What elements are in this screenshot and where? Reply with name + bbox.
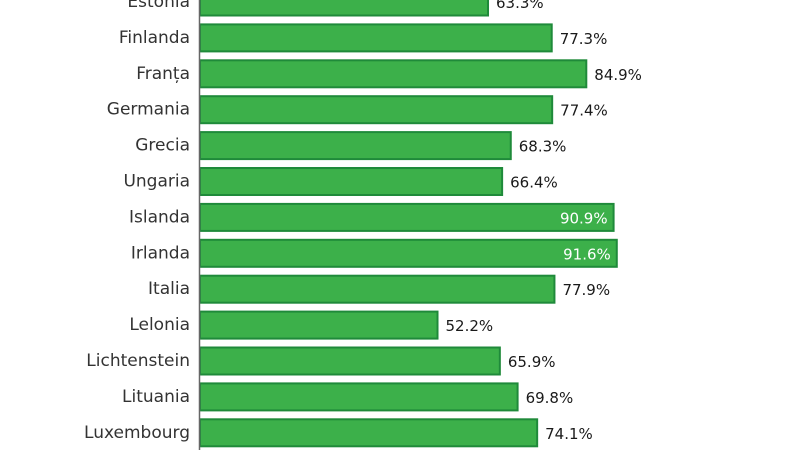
category-label: Islanda: [129, 207, 190, 227]
value-label: 91.6%: [563, 245, 611, 263]
labels-layer: Estonia 63.3% Finlanda 77.3% Franța 84.9% Germ…: [84, 0, 642, 443]
category-label: Germania: [107, 100, 190, 120]
category-label: Lituania: [122, 387, 190, 407]
bar-irlanda: [199, 238, 618, 268]
category-label: Franța: [136, 64, 190, 84]
bar-italia: [199, 274, 556, 304]
value-label: 65.9%: [508, 353, 556, 371]
category-label: Irlanda: [131, 243, 190, 263]
category-label: Grecia: [135, 136, 190, 156]
value-label: 63.3%: [496, 0, 544, 12]
value-label: 74.1%: [545, 425, 593, 443]
value-label: 66.4%: [510, 174, 558, 192]
category-label: Lelonia: [129, 315, 190, 335]
bar-lelonia: [199, 310, 439, 340]
bar-islanda: [199, 202, 615, 232]
category-label: Lichtenstein: [86, 351, 190, 371]
value-label: 84.9%: [594, 66, 642, 84]
value-label: 90.9%: [560, 209, 608, 227]
category-label: Italia: [148, 279, 190, 299]
value-label: 69.8%: [526, 389, 574, 407]
bar-fran-a: [199, 59, 588, 89]
bar-lichtenstein: [199, 346, 501, 376]
bar-lituania: [199, 382, 519, 412]
value-label: 77.3%: [560, 30, 608, 48]
category-label: Finlanda: [119, 28, 190, 48]
category-label: Luxembourg: [84, 423, 190, 443]
bar-estonia: [199, 0, 490, 17]
value-label: 68.3%: [519, 138, 567, 156]
value-label: 77.9%: [562, 281, 610, 299]
bars-layer: [199, 0, 618, 448]
category-label: Estonia: [127, 0, 190, 12]
bar-grecia: [199, 131, 512, 161]
category-label: Ungaria: [123, 172, 190, 192]
bar-ungaria: [199, 167, 504, 196]
value-label: 77.4%: [560, 102, 608, 120]
bar-finlanda: [199, 23, 553, 53]
bar-germania: [199, 95, 554, 125]
bar-luxembourg: [199, 418, 539, 448]
value-label: 52.2%: [446, 317, 494, 335]
